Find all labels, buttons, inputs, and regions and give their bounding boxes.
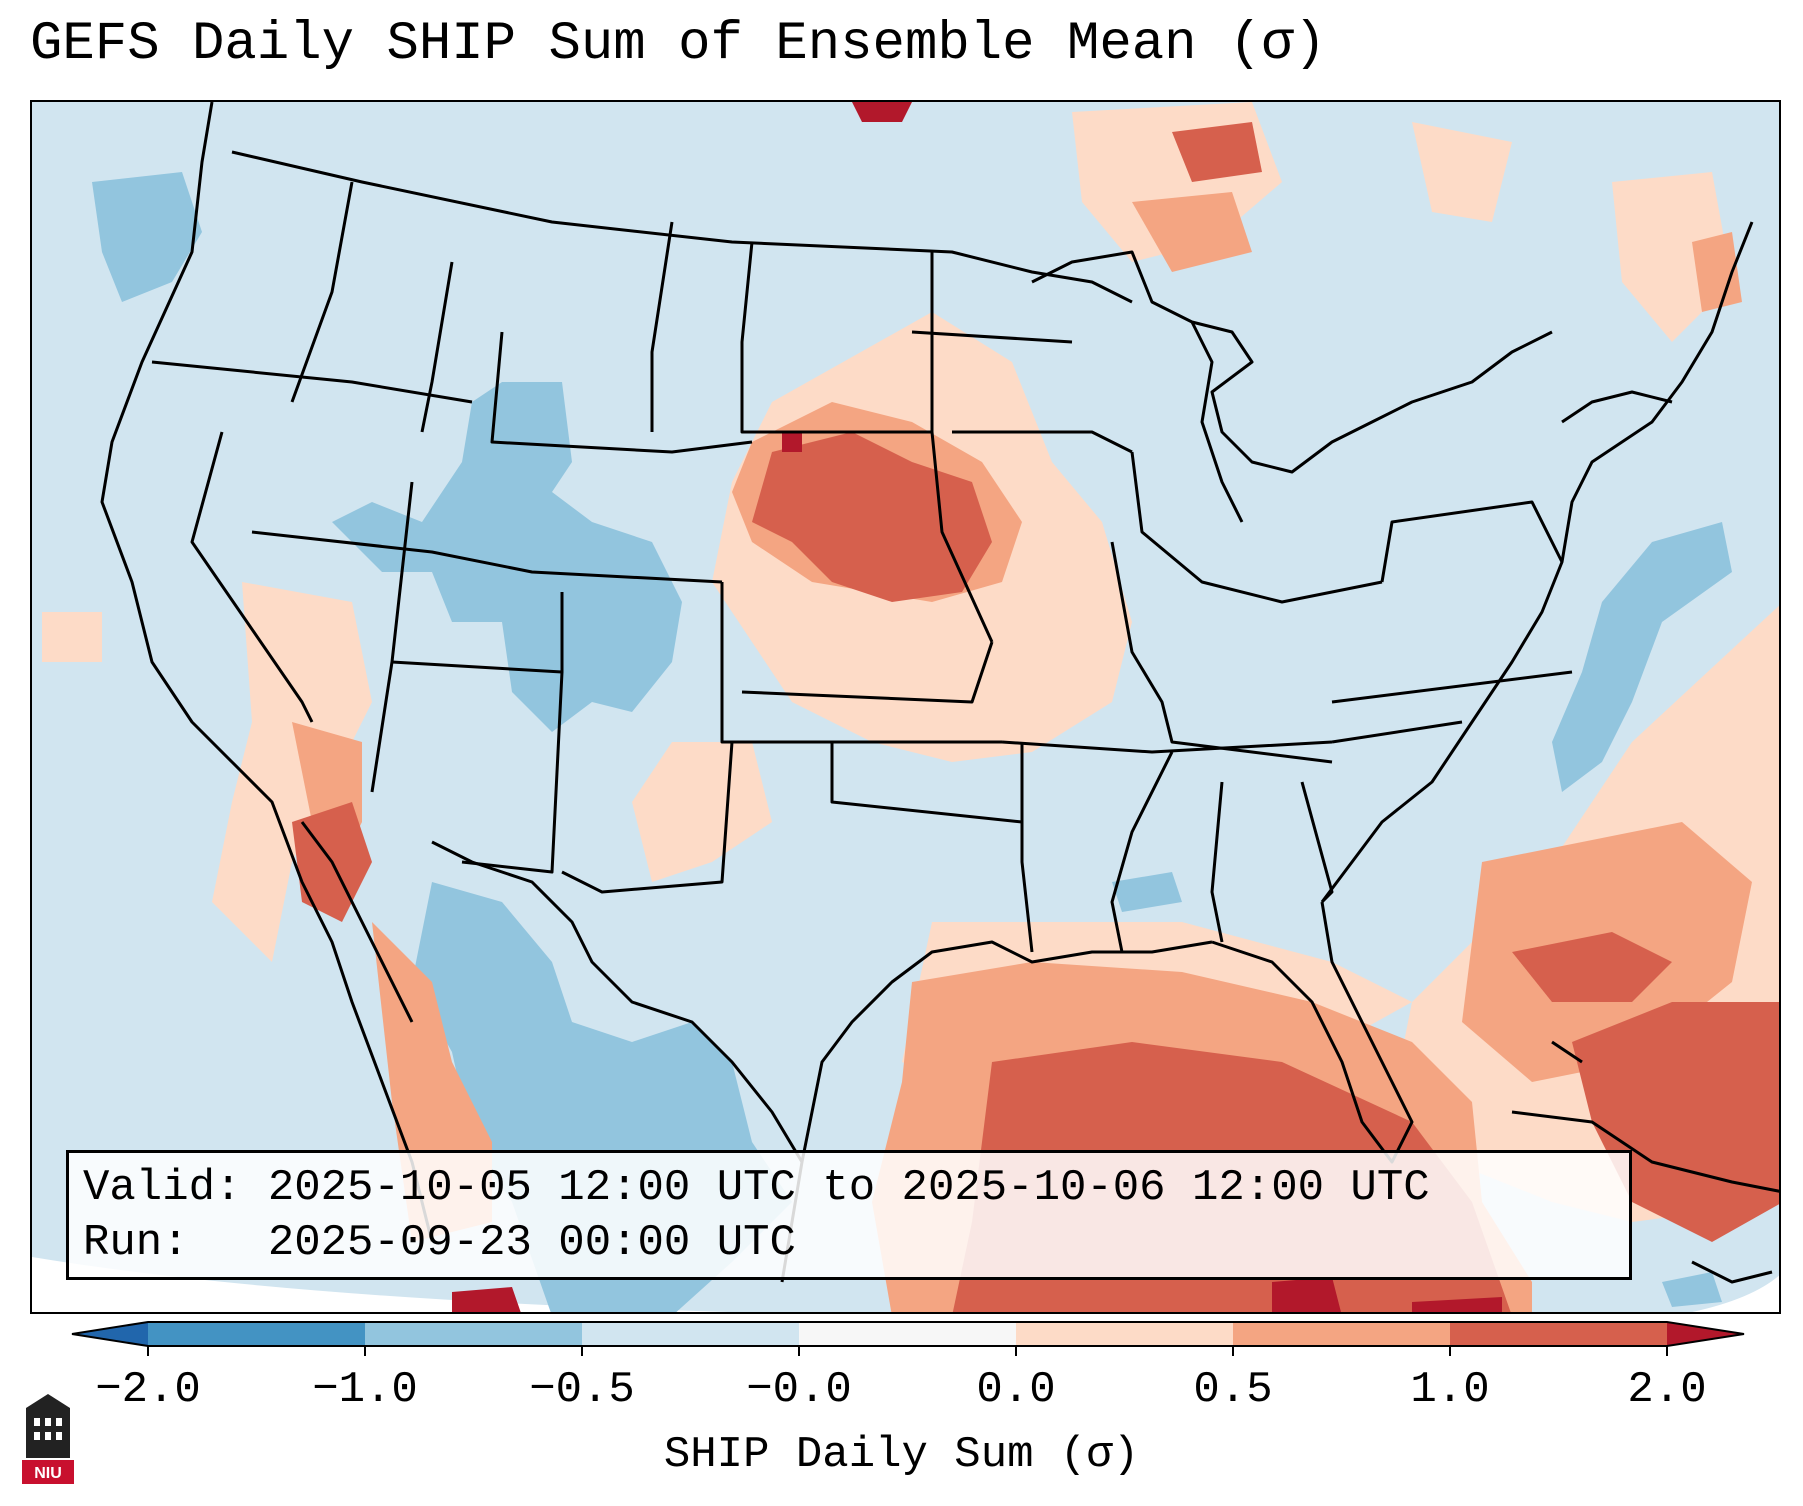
colorbar-tick-label: −0.5 <box>529 1365 635 1415</box>
colorbar-zero <box>799 1322 1016 1346</box>
colorbar-n2-n1 <box>148 1322 365 1346</box>
projection-outside <box>32 1257 729 1312</box>
very-strong-anomalies <box>452 102 1502 1312</box>
colorbar-p05-1 <box>1233 1322 1450 1346</box>
great-lakes <box>1031 250 1553 474</box>
colorbar-n1-n05 <box>365 1322 582 1346</box>
colorbar-tick-label: 2.0 <box>1627 1365 1707 1415</box>
run-value: 2025-09-23 00:00 UTC <box>267 1218 796 1268</box>
anomaly-atlantic-coast <box>1552 522 1732 792</box>
colorbar-tick-label: 0.0 <box>976 1365 1056 1415</box>
colorbar-tick-label: −0.0 <box>746 1365 852 1415</box>
colorbar-over <box>1667 1322 1744 1346</box>
west-coastline <box>100 102 434 1243</box>
valid-label: Valid: <box>83 1163 242 1213</box>
colorbar-under <box>72 1322 148 1346</box>
anomaly-nebraska-core <box>752 432 992 602</box>
map-title: GEFS Daily SHIP Sum of Ensemble Mean (σ) <box>30 14 1327 75</box>
niu-logo-icon: NIU <box>22 1394 74 1484</box>
logo-text: NIU <box>34 1465 62 1482</box>
valid-value: 2025-10-05 12:00 UTC to 2025-10-06 12:00… <box>267 1163 1430 1213</box>
colorbar-n05-0 <box>582 1322 799 1346</box>
map-panel <box>30 100 1781 1314</box>
canada-border <box>231 150 1133 304</box>
boundaries <box>100 102 1779 1284</box>
colorbar-label: SHIP Daily Sum (σ) <box>663 1430 1140 1480</box>
valid-run-box: Valid: 2025-10-05 12:00 UTC to 2025-10-0… <box>66 1150 1632 1280</box>
colorbar-p0-05 <box>1016 1322 1233 1346</box>
colorbar-p1-2 <box>1450 1322 1667 1346</box>
run-label: Run: <box>83 1218 189 1268</box>
colorbar-tick-label: 1.0 <box>1410 1365 1490 1415</box>
colorbar-tick-label: −1.0 <box>312 1365 418 1415</box>
colorbar-tick-label: −2.0 <box>95 1365 201 1415</box>
anomaly-colorado-rockies <box>332 382 682 732</box>
colorbar <box>71 1321 1745 1356</box>
colorbar-tick-label: 0.5 <box>1193 1365 1273 1415</box>
